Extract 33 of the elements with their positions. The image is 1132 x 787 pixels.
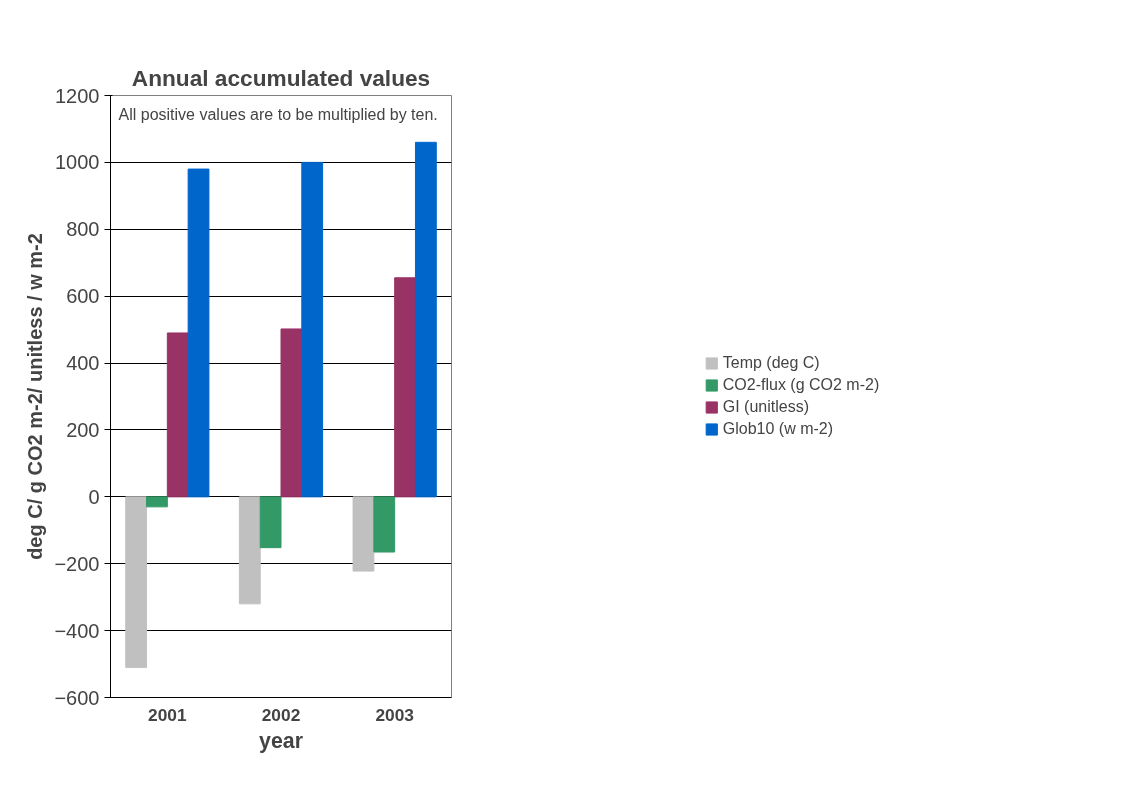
bar [352, 496, 375, 572]
bar [373, 496, 396, 553]
y-tick-label: 400 [66, 352, 100, 375]
bar [146, 496, 168, 508]
bar [166, 332, 189, 498]
legend-label: CO2-flux (g CO2 m-2) [722, 376, 880, 394]
legend-label: GI (unitless) [722, 398, 810, 416]
bar [280, 328, 303, 498]
y-tick-label: 0 [88, 485, 100, 508]
x-tick-label: 2003 [375, 704, 415, 725]
legend-label: Temp (deg C) [722, 354, 820, 372]
bar [187, 168, 210, 498]
bar [394, 277, 416, 498]
y-tick-label: −600 [54, 686, 100, 709]
bar [259, 496, 282, 549]
chart-title: Annual accumulated values [131, 64, 431, 91]
y-tick-label: 1200 [55, 84, 100, 107]
x-tick-label: 2001 [148, 704, 187, 725]
y-tick-label: 800 [66, 218, 100, 241]
y-tick-label: −200 [54, 552, 100, 575]
bar [301, 161, 324, 498]
annotation: All positive values are to be multiplied by ten. [118, 105, 438, 123]
bar [125, 496, 148, 668]
y-tick-label: −400 [54, 619, 100, 642]
x-axis-title: year [259, 728, 303, 753]
y-tick-label: 200 [66, 418, 100, 441]
bar [238, 496, 261, 605]
legend-label: Glob10 (w m-2) [722, 420, 834, 438]
y-tick-label: 600 [66, 285, 100, 308]
y-axis-title: deg C/ g CO2 m-2/ unitless / w m-2 [24, 233, 47, 560]
bar [414, 141, 437, 498]
x-tick-label: 2002 [261, 704, 301, 725]
y-tick-label: 1000 [55, 151, 100, 174]
